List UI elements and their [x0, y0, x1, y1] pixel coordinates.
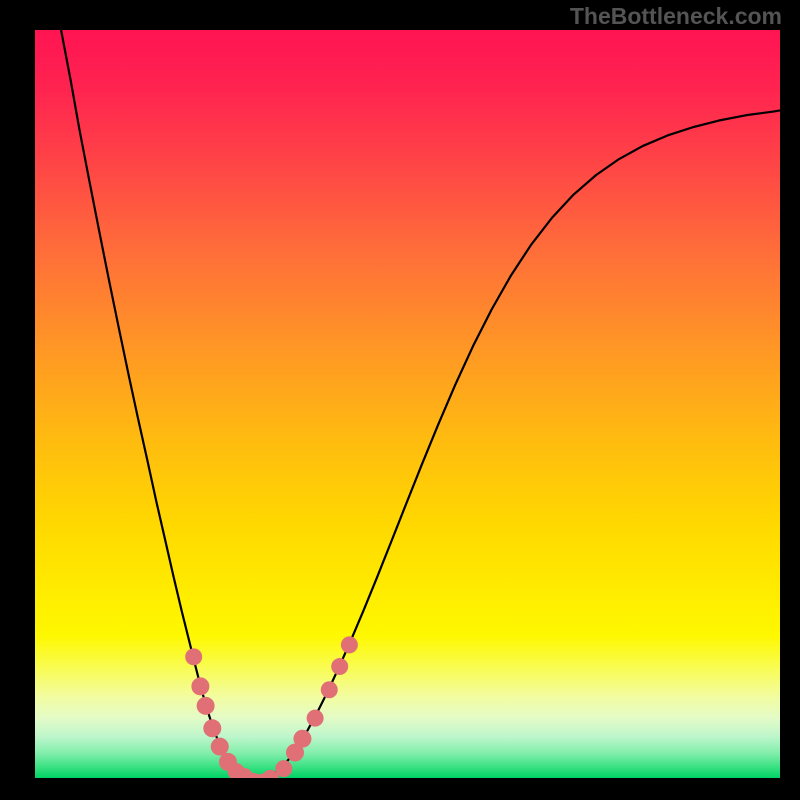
right-curve [260, 110, 780, 778]
scatter-points [185, 636, 358, 778]
scatter-point [185, 648, 202, 665]
chart-svg-layer [35, 30, 780, 778]
chart-plot-area [35, 30, 780, 778]
scatter-point [341, 636, 358, 653]
scatter-point [275, 760, 292, 777]
scatter-point [197, 697, 215, 715]
scatter-point [321, 681, 338, 698]
scatter-point [203, 719, 221, 737]
watermark-text: TheBottleneck.com [570, 3, 782, 30]
scatter-point [293, 730, 311, 748]
scatter-point [331, 658, 348, 675]
scatter-point [211, 738, 229, 756]
left-curve [61, 30, 260, 778]
scatter-point [307, 710, 324, 727]
scatter-point [191, 677, 209, 695]
